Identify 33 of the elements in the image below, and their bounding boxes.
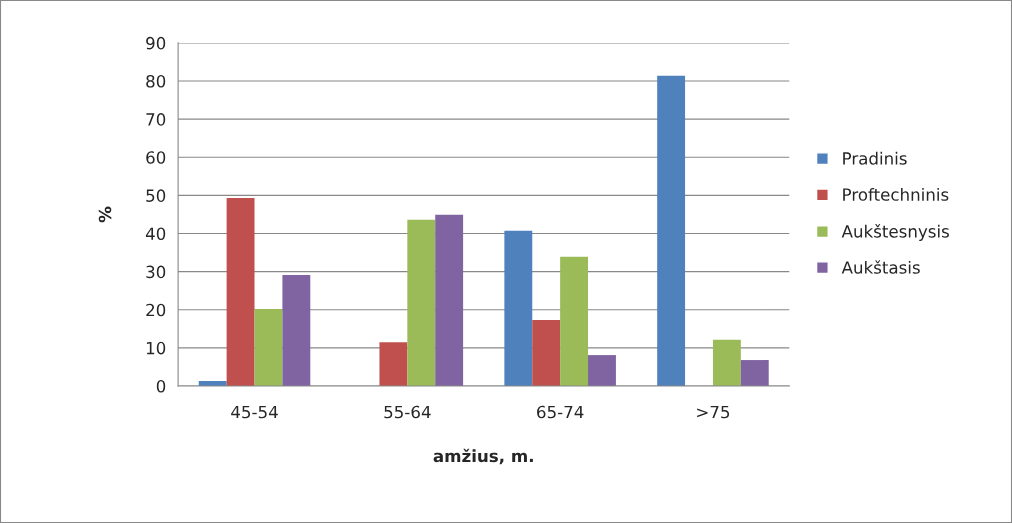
y-tick-label: 30 xyxy=(146,265,166,279)
bar xyxy=(226,198,255,386)
x-tick-label: 65-74 xyxy=(537,405,584,419)
y-tick-label: 50 xyxy=(146,189,166,202)
bar xyxy=(560,256,589,386)
legend-label: Pradinis xyxy=(843,151,907,165)
y-tick-label: 20 xyxy=(146,303,166,317)
y-tick-label: 90 xyxy=(146,36,166,50)
legend-label: Aukštesnysis xyxy=(841,224,949,241)
bar xyxy=(435,214,464,386)
bar xyxy=(712,339,741,386)
bar xyxy=(740,360,769,386)
y-tick-label: 60 xyxy=(146,151,166,164)
bar xyxy=(504,230,533,386)
legend-label: Aukštasis xyxy=(841,260,920,274)
y-tick-label: 80 xyxy=(146,74,166,88)
x-axis-title: amžius, m. xyxy=(433,448,533,465)
bar xyxy=(657,75,686,386)
bar xyxy=(588,355,616,386)
legend-label: Proftechninis xyxy=(843,187,949,201)
y-tick-label: 70 xyxy=(146,113,166,126)
bar xyxy=(407,219,436,386)
bar xyxy=(379,342,408,386)
y-tick-label: 40 xyxy=(145,227,166,241)
bar xyxy=(282,275,311,386)
bar xyxy=(532,320,561,386)
x-tick-label: 55-64 xyxy=(384,405,431,419)
bar xyxy=(254,308,283,386)
x-tick-label: >75 xyxy=(697,405,730,419)
x-tick-label: 45-54 xyxy=(231,405,278,419)
y-tick-label: 10 xyxy=(146,341,166,355)
y-tick-label: 0 xyxy=(156,379,166,393)
y-axis-title: % xyxy=(98,206,112,223)
